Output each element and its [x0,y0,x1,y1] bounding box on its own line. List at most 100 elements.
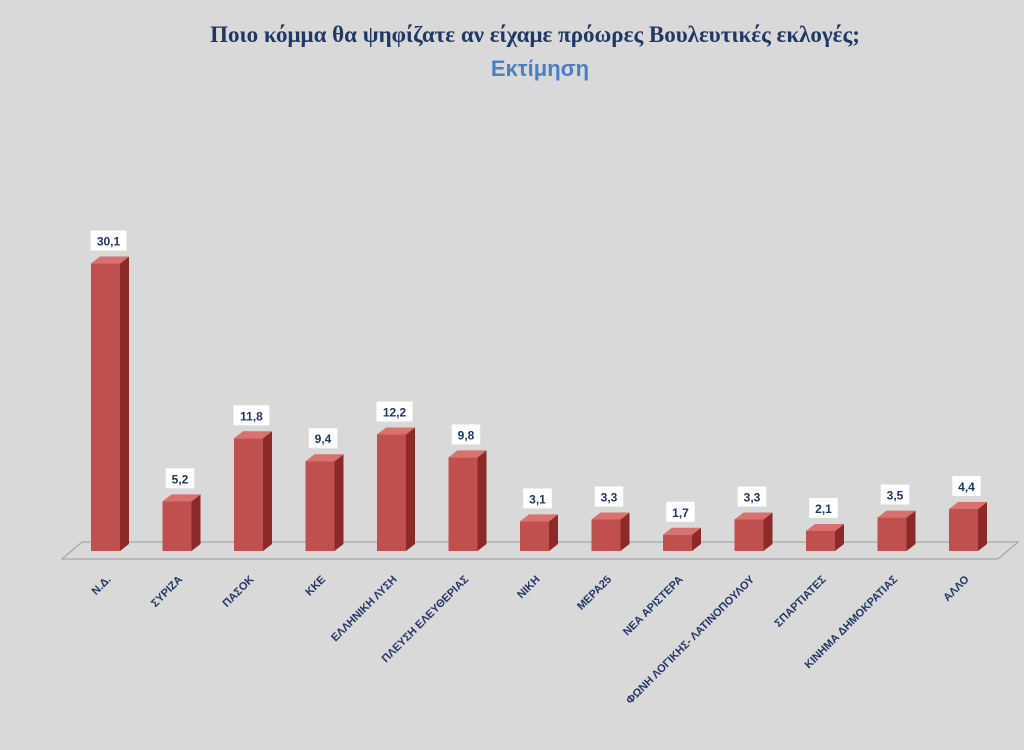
bar-front [520,521,549,551]
value-label-box [594,486,624,507]
bar-top [949,501,987,509]
bar-top [806,523,844,531]
bar-top [234,431,272,439]
bar-9 [663,527,701,551]
bar-top [377,427,415,435]
bar-top [591,512,630,520]
value-label-box [233,405,270,426]
value-label-text: 9,4 [315,432,332,446]
value-label-text: 3,3 [744,490,761,504]
bar-front [663,534,692,551]
value-label: 9,8 [451,424,481,445]
bar-front [234,438,263,551]
value-label-text: 5,2 [172,472,189,486]
category-label: ΜΕΡΑ25 [575,574,614,613]
bar-front [734,519,764,551]
bar-top [663,527,701,535]
bar-1 [91,256,129,551]
value-label-box [737,486,767,507]
value-label: 3,3 [737,486,767,507]
bar-13 [949,501,987,551]
category-label: ΠΑΣΟΚ [221,574,257,610]
value-label: 4,4 [952,475,981,496]
bar-top [91,256,129,264]
value-label-box [523,488,552,509]
bar-side [263,431,272,551]
category-label: ΝΕΑ ΑΡΙΣΤΕΡΑ [621,574,686,639]
value-label: 3,1 [523,488,552,509]
bar-front [162,501,192,551]
chart-title: Ποιο κόμμα θα ψηφίζατε αν είχαμε πρόωρες… [210,22,860,47]
bar-top [305,454,344,462]
bar-front [377,434,406,551]
bar-2 [162,494,201,551]
bar-side [692,527,701,551]
category-label: ΣΠΑΡΤΙΑΤΕΣ [773,573,829,629]
bar-side [835,523,844,551]
bar-side [620,512,630,551]
value-label-text: 30,1 [97,235,121,249]
value-label: 3,5 [880,484,910,505]
category-label: ΕΛΛΗΝΙΚΗ ΛΥΣΗ [329,574,400,645]
value-label-text: 2,1 [815,502,832,516]
value-label: 11,8 [233,405,270,426]
value-label: 12,2 [376,401,413,422]
value-label-box [451,424,481,445]
bar-6 [448,450,487,551]
bar-12 [877,510,916,551]
bar-top [520,514,558,522]
bar-front [877,517,907,551]
bar-7 [520,514,558,551]
bar-side [549,514,558,551]
bar-11 [806,523,844,551]
value-label-text: 3,5 [887,489,904,503]
bar-side [477,450,487,551]
value-label-box [165,468,195,489]
category-label: Ν.Δ. [90,574,114,598]
bar-front [806,530,835,551]
bar-10 [734,512,773,551]
value-label-text: 3,1 [529,492,546,506]
bar-top [734,512,773,520]
category-label: ΝΙΚΗ [515,574,543,602]
bar-side [334,454,344,551]
value-label-text: 11,8 [240,409,263,423]
value-label-box [376,401,413,422]
bar-side [763,512,773,551]
bar-5 [377,427,415,551]
value-label-text: 3,3 [601,490,618,504]
bar-3 [234,431,272,551]
value-label: 3,3 [594,486,624,507]
bar-side [191,494,201,551]
value-label-text: 4,4 [958,480,975,494]
bar-front [949,508,978,551]
value-label-text: 1,7 [672,506,689,520]
bar-side [406,427,415,551]
bar-side [978,501,987,551]
bar-top [877,510,916,518]
value-label-text: 12,2 [383,405,407,419]
value-label: 30,1 [90,230,127,251]
value-label-box [90,230,127,251]
category-label: ΚΚΕ [303,574,328,599]
category-label: ΑΛΛΟ [941,573,972,604]
bar-front [448,457,478,551]
category-label: ΦΩΝΗ ΛΟΓΙΚΗΣ- ΛΑΤΙΝΟΠΟΥΛΟΥ [624,573,758,707]
bar-front [91,263,120,551]
value-label-box [308,428,338,449]
value-label-box [952,475,981,496]
value-label: 9,4 [308,428,338,449]
bar-front [591,519,621,551]
bar-side [120,256,129,551]
value-label-box [880,484,910,505]
value-label-box [666,501,695,522]
value-label: 5,2 [165,468,195,489]
value-label-box [809,497,838,518]
value-label-text: 9,8 [458,428,475,442]
bar-top [162,494,201,502]
bar-8 [591,512,630,551]
value-label: 1,7 [666,501,695,522]
bar-front [305,461,335,551]
chart-subtitle: Εκτίμηση [490,56,590,81]
